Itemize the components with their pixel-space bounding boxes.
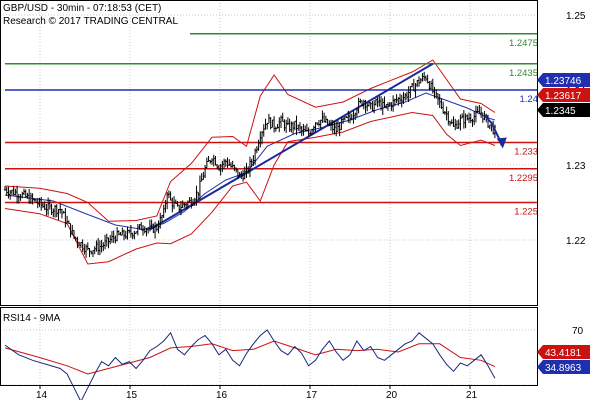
rsi-value-tag: 34.8963 (545, 363, 582, 374)
y-tick-label: 1.25 (566, 11, 586, 22)
rsi-line (4, 329, 496, 400)
price-series (3, 71, 507, 258)
price-tag-bg (537, 88, 590, 102)
bollinger-upper-line (4, 59, 496, 222)
price-tag: 1.23617 (545, 91, 582, 102)
rsi-panel-title: RSI14 - 9MA (3, 313, 61, 324)
rsi-y-tick-label: 70 (572, 326, 584, 337)
trendline (149, 62, 434, 231)
x-tick-label: 14 (36, 390, 48, 400)
price-tag-bg (537, 103, 590, 117)
rsi-value-tag-bg (537, 345, 590, 359)
key-level-label: 1.233 (514, 147, 538, 158)
key-level-label: 1.2295 (509, 173, 538, 184)
x-tick-label: 17 (306, 390, 318, 400)
x-tick-label: 20 (386, 390, 398, 400)
y-tick-label: 1.23 (566, 161, 586, 172)
key-level-label: 1.2475 (509, 38, 538, 49)
key-level-label: 1.225 (514, 207, 538, 218)
projection-arrowhead (496, 137, 507, 149)
main-panel-frame (0, 0, 538, 306)
key-levels: 1.2475 1.2435 1.24 1.233 1.2295 1.225 (5, 33, 539, 231)
key-level-label: 1.24 (520, 94, 539, 105)
key-level-label: 1.2435 (509, 68, 538, 79)
chart-title: GBP/USD - 30min - 07:18:53 (CET) (3, 3, 161, 14)
x-tick-label: 15 (126, 390, 138, 400)
rsi-value-tag: 43.4181 (545, 348, 582, 359)
rsi-panel-frame (0, 307, 538, 386)
rsi-value-tag-bg (537, 360, 590, 374)
rsi-ma-line (4, 340, 496, 375)
rsi-panel (4, 329, 496, 400)
price-tag: 1.23746 (545, 76, 582, 87)
x-tick-label: 21 (466, 390, 478, 400)
y-tick-label: 1.22 (566, 236, 586, 247)
price-tag-bg (537, 73, 590, 87)
value-tags: 1.23746 1.23617 1.2345 43.4181 34.8963 (537, 73, 590, 374)
bollinger-lower-line (4, 111, 496, 265)
price-tag: 1.2345 (545, 106, 576, 117)
x-tick-label: 16 (216, 390, 228, 400)
copyright-text: Research © 2017 TRADING CENTRAL (3, 16, 178, 27)
